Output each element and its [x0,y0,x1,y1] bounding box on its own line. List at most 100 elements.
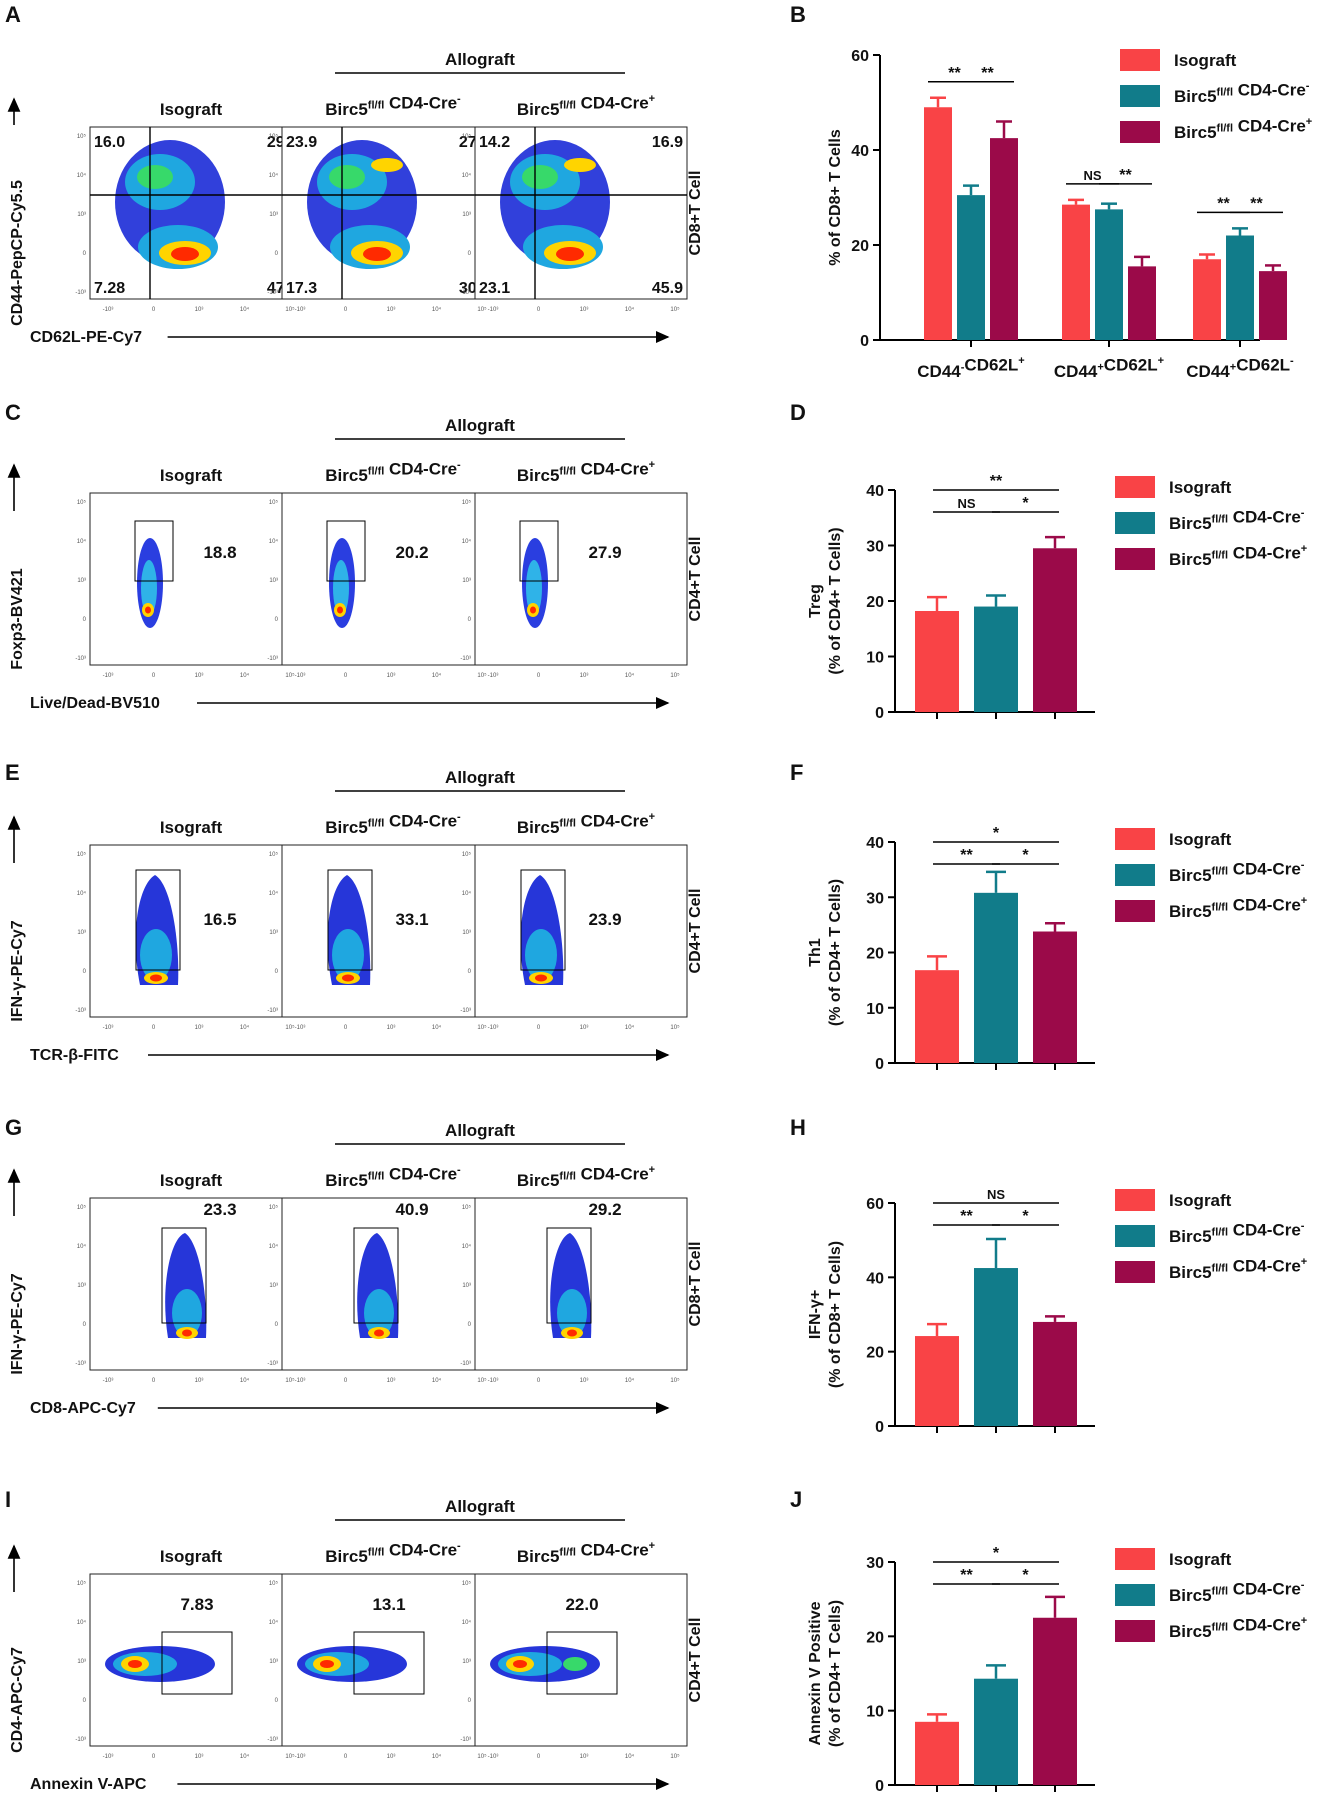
quadrant-value: 45.9 [652,280,683,297]
quadrant-value: 17.3 [286,280,317,297]
legend-swatch [1115,900,1155,922]
y-tick-label: 40 [866,835,884,852]
y-tick-label: 40 [866,1270,884,1287]
x-tick-label: 10⁴ [625,1377,635,1384]
bar [1259,271,1287,340]
density-core [333,560,349,616]
cell-type-label: CD4+T Cell [687,537,704,622]
flow-row-i: Allograft Isograft Birc5fl/fl CD4-Cre- Birc… [7,1497,704,1793]
density-cloud [307,140,417,269]
x-tick-label: 10³ [387,307,396,313]
y-tick-label: -10³ [75,656,86,662]
x-tick-label: 10⁴ [625,1753,635,1760]
x-tick-label: 10⁴ [432,1377,442,1384]
x-tick-label: 10⁵ [670,1753,680,1760]
significance-label: * [1022,847,1029,864]
significance-label: ** [981,65,994,82]
density-blob [556,247,584,261]
gate-value: 20.2 [395,543,428,562]
gate-rect [546,1227,592,1324]
y-tick-label: 0 [468,251,472,257]
flow-plot: 10⁵ 10⁴ 10³ 0 -10³ -10³ 0 10³ 10⁴ 10⁵ 14.2 16.9 23.1… [460,126,688,313]
x-tick-label: 0 [152,307,156,313]
group-title-cre-neg: Birc5fl/fl CD4-Cre- [325,1164,461,1190]
y-tick-label: 10⁴ [77,538,87,545]
x-tick-label: 0 [152,673,156,679]
density-core [557,1289,587,1337]
cell-type-label: CD4+T Cell [687,1618,704,1703]
y-tick-label: 10⁵ [77,851,87,858]
bar [1033,1321,1077,1426]
legend-label: Birc5fl/fl CD4-Cre+ [1174,116,1312,142]
y-tick-label: -10³ [460,1737,471,1743]
legend-swatch [1115,512,1155,534]
x-tick-label: 0 [537,307,541,313]
y-axis-label: CD44-PepCP-Cy5.5 [9,180,26,326]
flow-plot: 10⁵ 10⁴ 10³ 0 -10³ -10³ 0 10³ 10⁴ 10⁵ 23.3 [75,1197,303,1384]
y-tick-label: 10⁴ [269,172,279,179]
chart-d: 0 10 20 30 40 Treg (% of CD4+ T Cells) ** NS * Iso… [807,473,1307,722]
x-tick-label: 10³ [195,1754,204,1760]
x-tick-label: 10³ [580,307,589,313]
density-core [150,974,162,982]
gate-value: 23.9 [588,910,621,929]
y-tick-label: 20 [866,594,884,611]
y-tick-label: 10⁴ [77,890,87,897]
y-tick-label: 10³ [462,930,471,936]
legend-swatch [1120,49,1160,71]
gate-rect [161,1227,207,1324]
cell-type-label: CD8+T Cell [687,1242,704,1327]
x-tick-label: -10³ [295,1025,306,1031]
density-core [342,974,354,982]
legend-label: Birc5fl/fl CD4-Cre- [1169,859,1305,885]
bar [924,107,952,340]
legend-swatch [1120,121,1160,143]
y-tick-label: 0 [83,617,87,623]
density-core [332,929,364,981]
y-tick-label: 60 [866,1196,884,1213]
y-tick-label: 10³ [462,1283,471,1289]
y-tick-label: -10³ [267,656,278,662]
y-axis-label: Foxp3-BV421 [9,568,26,669]
y-axis-text: (% of CD8+ T Cells) [827,1241,844,1388]
x-tick-label: 10³ [580,1378,589,1384]
bar [1033,1617,1077,1785]
flow-plot: 10⁵ 10⁴ 10³ 0 -10³ -10³ 0 10³ 10⁴ 10⁵ 27.9 [460,492,688,679]
y-tick-label: 10⁵ [462,851,472,858]
significance-label: * [1022,1208,1029,1225]
legend-label: Isograft [1169,1550,1232,1569]
y-tick-label: 0 [875,705,884,722]
y-tick-label: 0 [275,617,279,623]
x-axis-label: TCR-β-FITC [30,1047,119,1064]
x-tick-label: 10⁵ [285,1753,295,1760]
cell-type-text: CD4+T Cell [687,1618,704,1703]
x-tick-label: 10⁵ [477,1753,487,1760]
y-tick-label: 10⁵ [77,1204,87,1211]
flow-plot: 10⁵ 10⁴ 10³ 0 -10³ -10³ 0 10³ 10⁴ 10⁵ 23.9 [460,844,688,1031]
x-tick-label: 10³ [387,1378,396,1384]
y-tick-label: 10³ [77,930,86,936]
group-title-cre-pos: Birc5fl/fl CD4-Cre+ [517,459,655,485]
significance-label: ** [1217,195,1230,212]
x-tick-label: 10⁴ [240,1753,250,1760]
gate-value: 22.0 [565,1595,598,1614]
y-tick-label: 10³ [77,578,86,584]
gate-value: 40.9 [395,1200,428,1219]
y-axis-text: % of CD8+ T Cells [827,129,844,266]
y-tick-label: 0 [468,1322,472,1328]
bar [974,606,1018,712]
y-tick-label: 10⁴ [462,538,472,545]
quadrant-value: 23.9 [286,134,317,151]
y-tick-label: 30 [866,539,884,556]
legend-label: Birc5fl/fl CD4-Cre+ [1169,1615,1307,1641]
y-tick-label: 10⁵ [269,1580,279,1587]
y-tick-label: 10⁴ [77,172,87,179]
y-tick-label: 10⁴ [77,1619,87,1626]
legend-label: Isograft [1174,51,1237,70]
density-core [172,1289,202,1337]
y-tick-label: 0 [275,969,279,975]
x-tick-label: 10⁵ [285,1377,295,1384]
bar [957,195,985,340]
bar [915,610,959,712]
